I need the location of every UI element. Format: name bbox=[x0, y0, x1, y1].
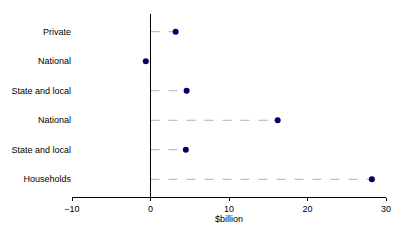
svg-text:10: 10 bbox=[224, 204, 234, 214]
svg-text:0: 0 bbox=[148, 204, 153, 214]
svg-text:20: 20 bbox=[302, 204, 312, 214]
svg-text:Households: Households bbox=[23, 174, 71, 184]
svg-text:National: National bbox=[38, 115, 71, 125]
svg-text:−10: −10 bbox=[64, 204, 79, 214]
svg-text:State and local: State and local bbox=[11, 145, 71, 155]
svg-text:National: National bbox=[38, 56, 71, 66]
svg-text:Private: Private bbox=[43, 27, 71, 37]
svg-text:30: 30 bbox=[381, 204, 391, 214]
svg-text:State and local: State and local bbox=[11, 86, 71, 96]
svg-text:$billion: $billion bbox=[215, 214, 243, 224]
